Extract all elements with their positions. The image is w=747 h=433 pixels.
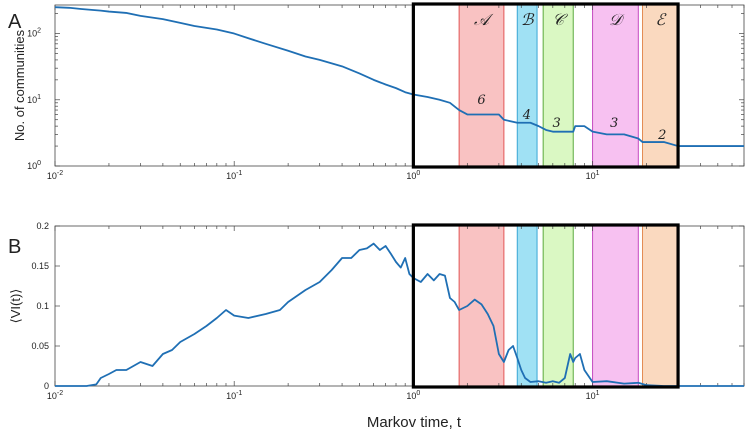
x-tick-label: 10-2 xyxy=(47,390,63,401)
community-count-label: 3 xyxy=(552,116,560,131)
panel-b: 10-2 10-1 100 101 0 0.05 0.1 0.15 0.2 B ⟨VI(t)⟩ xyxy=(8,221,745,401)
axes-frame xyxy=(54,225,745,387)
community-count-label: 4 xyxy=(522,108,531,123)
x-tick-label: 100 xyxy=(406,390,420,401)
x-axis-label: Markov time, t xyxy=(367,414,462,431)
y-tick-label: 0.2 xyxy=(36,221,49,231)
region-band-5 xyxy=(642,226,679,386)
y-tick-label: 0 xyxy=(44,381,49,391)
y-tick-label: 101 xyxy=(27,94,41,105)
x-tick-label: 10-1 xyxy=(226,390,242,401)
y-axis-label: ⟨VI(t)⟩ xyxy=(8,289,23,324)
region-band-1 xyxy=(459,5,504,166)
highlight-box xyxy=(411,223,680,389)
community-count-label: 6 xyxy=(477,93,485,108)
y-tick-label: 100 xyxy=(27,160,41,171)
panel-letter: B xyxy=(8,236,21,258)
panel-letter: A xyxy=(8,11,22,33)
axes-frame xyxy=(54,4,745,167)
y-axis-label: No. of communities xyxy=(12,29,27,141)
region-label-5: ℰ xyxy=(655,10,667,29)
y-tick-label: 102 xyxy=(27,28,41,39)
series-line-1 xyxy=(54,6,744,147)
y-tick-label: 0.05 xyxy=(31,341,49,351)
region-label-4: 𝒟 xyxy=(609,10,625,29)
region-label-1: 𝒜 xyxy=(474,10,494,29)
region-band-4 xyxy=(592,5,639,166)
region-band-2 xyxy=(517,226,538,386)
y-tick-label: 0.1 xyxy=(36,301,49,311)
region-band-4 xyxy=(592,226,639,386)
x-tick-label: 10-2 xyxy=(47,170,63,181)
x-tick-label: 101 xyxy=(586,170,600,181)
x-tick-label: 10-1 xyxy=(226,170,242,181)
community-count-label: 2 xyxy=(657,128,666,143)
highlight-box xyxy=(411,2,680,169)
region-band-2 xyxy=(517,5,538,166)
y-tick-label: 0.15 xyxy=(31,261,49,271)
community-count-label: 3 xyxy=(610,116,618,131)
region-label-2: ℬ xyxy=(521,10,535,29)
region-band-3 xyxy=(543,5,574,166)
x-tick-label: 100 xyxy=(406,170,420,181)
region-band-5 xyxy=(642,5,679,166)
series-line-1 xyxy=(55,242,744,387)
x-tick-label: 101 xyxy=(586,390,600,401)
